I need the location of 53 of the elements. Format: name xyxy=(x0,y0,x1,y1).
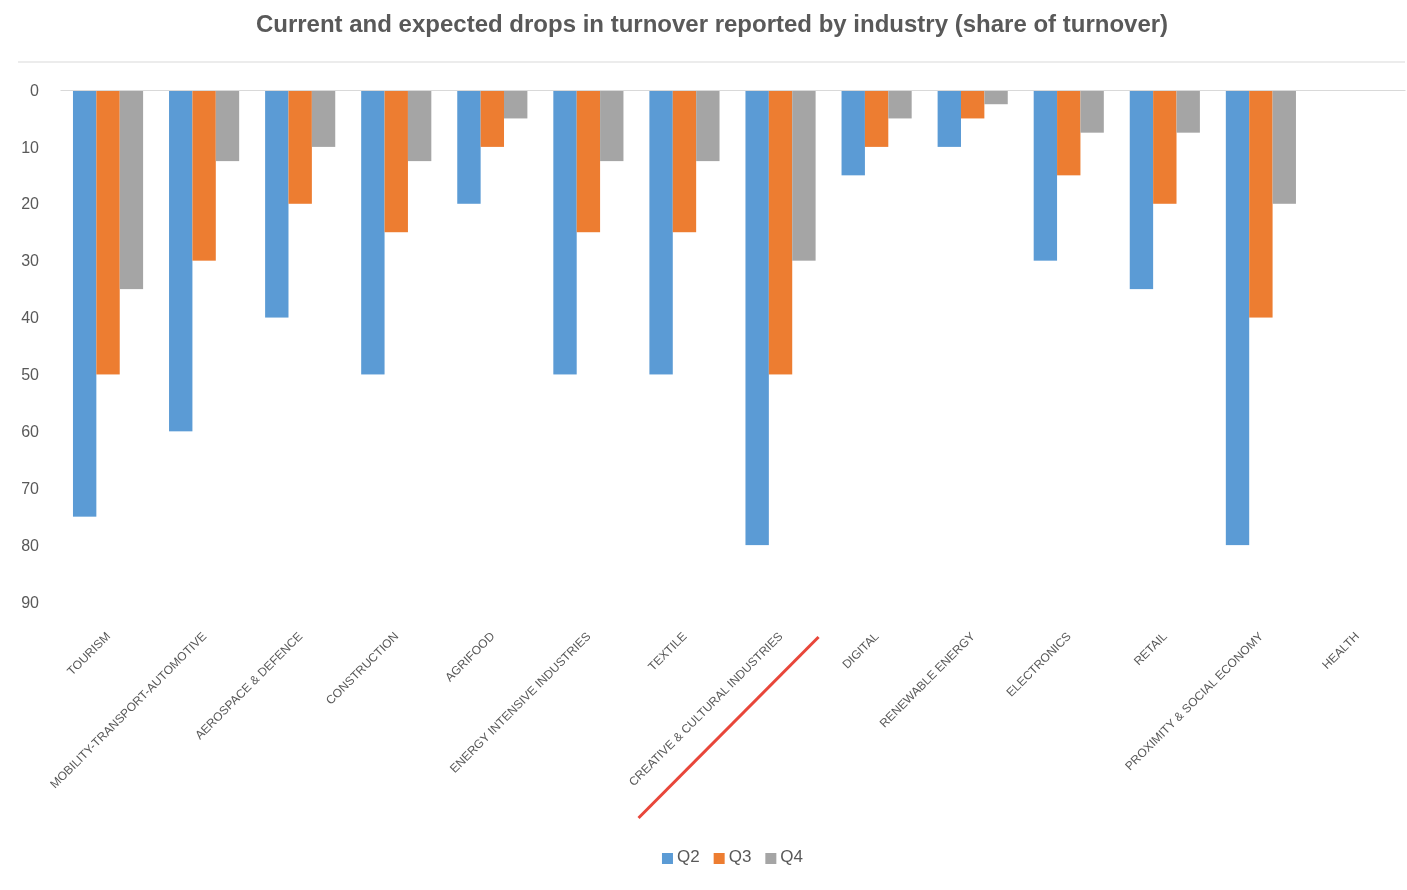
bar xyxy=(480,90,505,147)
legend-label: Q4 xyxy=(780,847,804,866)
legend-label: Q2 xyxy=(676,847,700,866)
bar xyxy=(215,90,240,162)
bar xyxy=(504,90,528,119)
bar xyxy=(1080,90,1104,133)
bar xyxy=(1272,90,1296,204)
bar xyxy=(553,90,577,375)
bar xyxy=(96,90,120,375)
y-tick-label: 30 xyxy=(21,252,40,270)
bar xyxy=(696,90,720,162)
y-tick-label: 90 xyxy=(21,593,40,611)
y-tick-label: 60 xyxy=(21,422,40,440)
bar xyxy=(672,90,697,233)
bar xyxy=(169,90,193,432)
y-tick-label: 40 xyxy=(21,309,40,327)
bar xyxy=(288,90,312,204)
legend-label: Q3 xyxy=(728,847,752,866)
y-tick-label: 50 xyxy=(21,366,40,384)
bar xyxy=(841,90,865,176)
y-tick-label: 20 xyxy=(21,195,40,213)
bar xyxy=(384,90,408,233)
bar xyxy=(1249,90,1273,318)
bar xyxy=(265,90,289,318)
bar xyxy=(888,90,912,119)
bar xyxy=(649,90,673,375)
bar xyxy=(1176,90,1200,133)
bar xyxy=(192,90,216,261)
bar xyxy=(960,90,985,119)
bar xyxy=(745,90,769,546)
y-tick-label: 80 xyxy=(21,536,40,554)
bar xyxy=(1153,90,1177,204)
bar xyxy=(1033,90,1058,261)
y-tick-label: 10 xyxy=(21,138,40,156)
bar xyxy=(984,90,1008,105)
bar xyxy=(119,90,144,290)
bar xyxy=(600,90,624,162)
bar xyxy=(1129,90,1154,290)
chart-title: Current and expected drops in turnover reported by industry (share of turnover) xyxy=(255,10,1169,37)
bar xyxy=(937,90,961,147)
bar xyxy=(864,90,889,147)
bar xyxy=(361,90,385,375)
bar xyxy=(792,90,816,261)
bar xyxy=(457,90,481,204)
y-tick-label: 0 xyxy=(30,81,40,99)
bar xyxy=(72,90,97,517)
y-tick-label: 70 xyxy=(21,479,40,497)
bar xyxy=(768,90,793,375)
bar xyxy=(1057,90,1081,176)
bar xyxy=(1225,90,1250,546)
bar xyxy=(407,90,432,162)
bar xyxy=(576,90,601,233)
bar xyxy=(311,90,336,147)
